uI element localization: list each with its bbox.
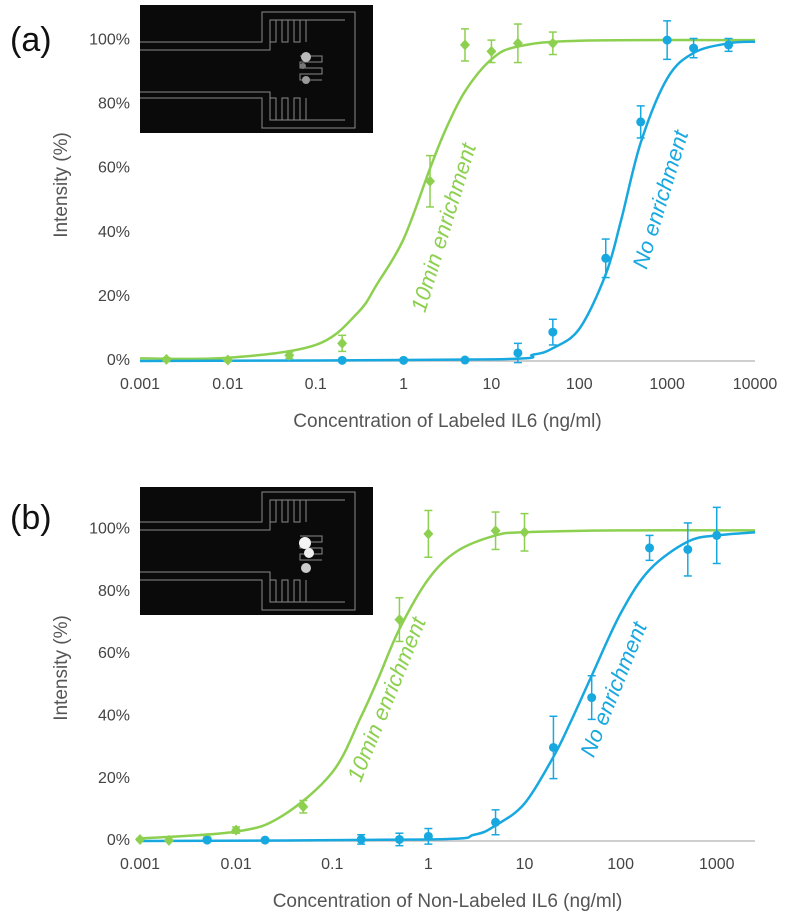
x-tick-label: 100: [607, 856, 634, 873]
data-point: [689, 43, 699, 53]
data-point: [459, 39, 470, 51]
data-point: [260, 835, 270, 845]
chart-panel: (b) 0% 20% 40% 60% 80% 100% 0.001 0.01 0.1 1 10 100 1…: [10, 499, 756, 912]
y-tick-label: 40%: [98, 224, 130, 241]
x-tick-label: 1: [424, 856, 433, 873]
y-tick-label: 20%: [98, 288, 130, 305]
data-point: [683, 544, 693, 554]
data-point: [356, 834, 366, 844]
data-point: [486, 45, 497, 57]
panel-label: (b): [10, 499, 52, 537]
data-point: [163, 834, 174, 846]
data-point: [636, 117, 646, 127]
y-tick-label: 60%: [98, 645, 130, 662]
data-point: [202, 835, 212, 845]
fit-curve: [139, 531, 756, 843]
y-tick-label: 20%: [98, 770, 130, 787]
x-tick-label: 10: [516, 856, 534, 873]
data-point: [394, 834, 404, 844]
data-point: [724, 40, 734, 50]
data-point: [423, 528, 434, 540]
y-tick-label: 80%: [98, 583, 130, 600]
data-point: [460, 355, 470, 365]
y-tick-label: 60%: [98, 160, 130, 177]
data-point: [587, 693, 597, 703]
annotation: 10min enrichment: [406, 139, 481, 314]
data-point: [490, 525, 501, 537]
data-point: [135, 833, 145, 845]
data-point: [337, 355, 347, 365]
x-tick-label: 1000: [649, 376, 685, 393]
y-tick-label: 0%: [107, 352, 130, 369]
data-point: [601, 253, 611, 263]
x-tick-label: 0.01: [212, 376, 243, 393]
data-point: [712, 530, 722, 540]
annotation: No enrichment: [628, 127, 694, 272]
y-axis-label: Intensity (%): [51, 132, 72, 238]
inset-image: [140, 487, 373, 615]
x-tick-label: 10: [483, 376, 501, 393]
y-tick-label: 100%: [89, 520, 130, 537]
data-point: [231, 824, 242, 836]
data-point: [548, 742, 558, 752]
x-tick-label: 100: [566, 376, 593, 393]
data-point: [284, 349, 295, 361]
data-point: [547, 37, 558, 49]
data-point: [222, 354, 233, 366]
y-axis-label: Intensity (%): [51, 615, 72, 721]
data-point: [491, 817, 501, 827]
data-point: [298, 801, 309, 813]
panel-label: (a): [10, 21, 52, 59]
y-tick-label: 40%: [98, 707, 130, 724]
data-point: [423, 831, 433, 841]
data-point: [161, 353, 172, 365]
data-point: [425, 175, 436, 187]
x-tick-label: 0.01: [221, 856, 252, 873]
data-point: [662, 35, 672, 45]
x-axis-label: Concentration of Labeled IL6 (ng/ml): [293, 411, 601, 432]
x-tick-label: 0.1: [305, 376, 327, 393]
x-tick-label: 0.1: [321, 856, 343, 873]
fit-curve: [139, 529, 756, 840]
x-tick-label: 0.001: [120, 856, 160, 873]
x-tick-label: 1: [399, 376, 408, 393]
y-tick-label: 80%: [98, 95, 130, 112]
data-point: [519, 526, 530, 538]
x-tick-label: 0.001: [120, 376, 160, 393]
data-point: [337, 337, 348, 349]
x-axis-label: Concentration of Non-Labeled IL6 (ng/ml): [273, 891, 623, 912]
y-tick-label: 100%: [89, 31, 130, 48]
chart-panel: (a) 0% 20% 40% 60% 80% 100% 0.001 0.01 0.1 1 10 100 1…: [10, 20, 778, 432]
data-point: [548, 327, 558, 337]
data-point: [394, 614, 405, 626]
inset-image: [140, 5, 373, 133]
annotation: 10min enrichment: [342, 613, 431, 785]
data-point: [645, 543, 655, 553]
x-tick-label: 10000: [733, 376, 778, 393]
data-point: [513, 348, 523, 358]
data-point: [512, 37, 523, 49]
data-point: [399, 355, 409, 365]
y-tick-label: 0%: [107, 832, 130, 849]
x-tick-label: 1000: [699, 856, 735, 873]
